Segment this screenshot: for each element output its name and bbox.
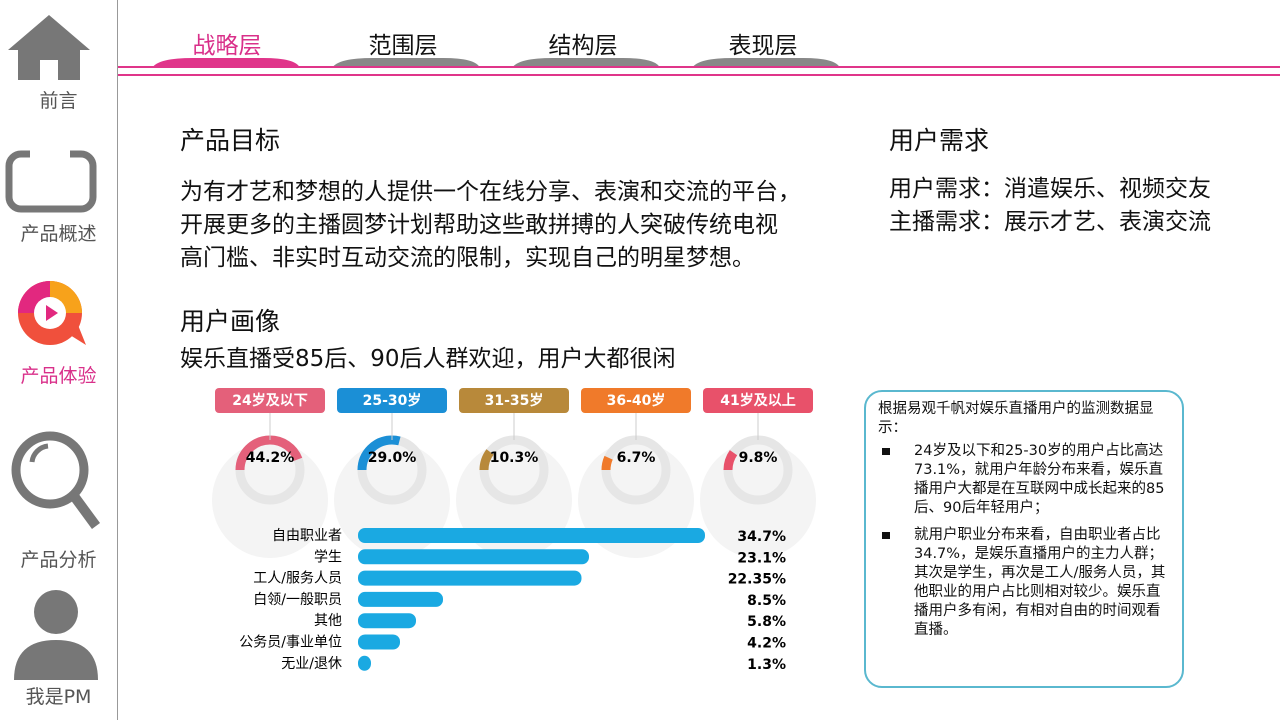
section-title: 用户画像 <box>180 307 281 336</box>
note-bullet: 就用户职业分布来看，自由职业者占比34.7%，是娱乐直播用户的主力人群；其次是学… <box>878 526 1170 640</box>
bar-category-label: 白领/一般职员 <box>253 592 342 608</box>
paragraph: 为有才艺和梦想的人提供一个在线分享、表演和交流的平台， 开展更多的主播圆梦计划帮… <box>180 176 801 275</box>
bar <box>358 655 371 671</box>
tab-bar <box>118 58 1280 76</box>
bar-category-label: 公务员/事业单位 <box>239 635 342 651</box>
subtitle: 娱乐直播受85后、90后人群欢迎，用户大都很闲 <box>180 346 676 372</box>
tab[interactable]: 表现层 <box>728 33 798 59</box>
section-title: 用户需求 <box>889 126 990 155</box>
bar-category-label: 无业/退休 <box>281 656 342 672</box>
bar-value-label: 22.35% <box>728 572 786 588</box>
age-label: 31-35岁 <box>485 392 544 409</box>
text-line: 用户需求：消遣娱乐、视频交友 <box>889 176 1211 202</box>
bar-category-label: 学生 <box>314 549 342 565</box>
bar-value-label: 8.5% <box>747 593 786 609</box>
bar <box>358 528 705 543</box>
nav-label[interactable]: 产品分析 <box>20 549 97 571</box>
text-line: 开展更多的主播圆梦计划帮助这些敢拼搏的人突破传统电视 <box>180 212 778 238</box>
charts: 24岁及以下 44.2% 25-30岁 29.0% 31-35岁 10.3% 36-40岁 6… <box>212 388 816 673</box>
nav-icons <box>5 15 101 680</box>
age-pill <box>459 388 569 413</box>
tv-icon <box>5 148 97 213</box>
home-icon <box>8 15 90 80</box>
donut-arc <box>601 435 671 505</box>
donut-value-label: 10.3% <box>490 450 539 466</box>
nav-label[interactable]: 我是PM <box>25 686 92 708</box>
donut-arc <box>723 435 793 505</box>
tab[interactable]: 范围层 <box>368 33 438 59</box>
age-label: 36-40岁 <box>607 392 666 409</box>
text-line: 高门槛、非实时互动交流的限制，实现自己的明星梦想。 <box>180 245 755 271</box>
tab[interactable]: 战略层 <box>192 33 262 59</box>
donut-arc <box>479 435 549 505</box>
age-label: 41岁及以上 <box>720 392 795 409</box>
tab[interactable]: 结构层 <box>548 33 618 59</box>
bar-category-label: 工人/服务人员 <box>253 571 342 587</box>
bar-value-label: 4.2% <box>747 636 786 652</box>
bar-category-label: 自由职业者 <box>272 528 342 544</box>
note-box: 根据易观千帆对娱乐直播用户的监测数据显示： 24岁及以下和25-30岁的用户占比… <box>864 390 1184 688</box>
bar-value-label: 5.8% <box>747 614 786 630</box>
bar <box>358 549 589 565</box>
age-pill <box>581 388 691 413</box>
age-label: 24岁及以下 <box>232 392 307 409</box>
note-bullet: 24岁及以下和25-30岁的用户占比高达73.1%，就用户年龄分布来看，娱乐直播… <box>878 442 1170 518</box>
nav-label[interactable]: 产品概述 <box>20 223 97 245</box>
donut-value-label: 9.8% <box>739 450 778 466</box>
bar <box>358 591 443 607</box>
note-intro: 根据易观千帆对娱乐直播用户的监测数据显示： <box>878 401 1154 436</box>
age-pill <box>337 388 447 413</box>
nav-label[interactable]: 产品体验 <box>20 365 97 387</box>
bar <box>358 613 416 629</box>
paragraph: 用户需求：消遣娱乐、视频交友 主播需求：展示才艺、表演交流 <box>889 173 1211 239</box>
note-list: 24岁及以下和25-30岁的用户占比高达73.1%，就用户年龄分布来看，娱乐直播… <box>878 442 1170 640</box>
age-label: 25-30岁 <box>363 392 422 409</box>
nav-label[interactable]: 前言 <box>39 90 78 112</box>
donut-value-label: 29.0% <box>368 450 417 466</box>
search-icon <box>11 431 101 529</box>
age-pill <box>703 388 813 413</box>
bar-value-label: 34.7% <box>737 529 786 545</box>
age-pill <box>215 388 325 413</box>
bar <box>358 634 400 650</box>
donut-value-label: 6.7% <box>617 450 656 466</box>
text-line: 主播需求：展示才艺、表演交流 <box>889 209 1211 235</box>
section-title: 产品目标 <box>180 126 281 155</box>
text-line: 为有才艺和梦想的人提供一个在线分享、表演和交流的平台， <box>180 179 801 205</box>
sidebar: 前言 产品概述 产品体验 产品分析 我是PM <box>0 0 118 720</box>
app-logo-icon <box>18 281 86 345</box>
person-icon <box>14 590 98 680</box>
bar <box>358 570 582 586</box>
bar-category-label: 其他 <box>314 613 342 629</box>
bar-value-label: 1.3% <box>747 657 786 673</box>
bar-value-label: 23.1% <box>737 550 786 566</box>
donut-value-label: 44.2% <box>246 450 295 466</box>
